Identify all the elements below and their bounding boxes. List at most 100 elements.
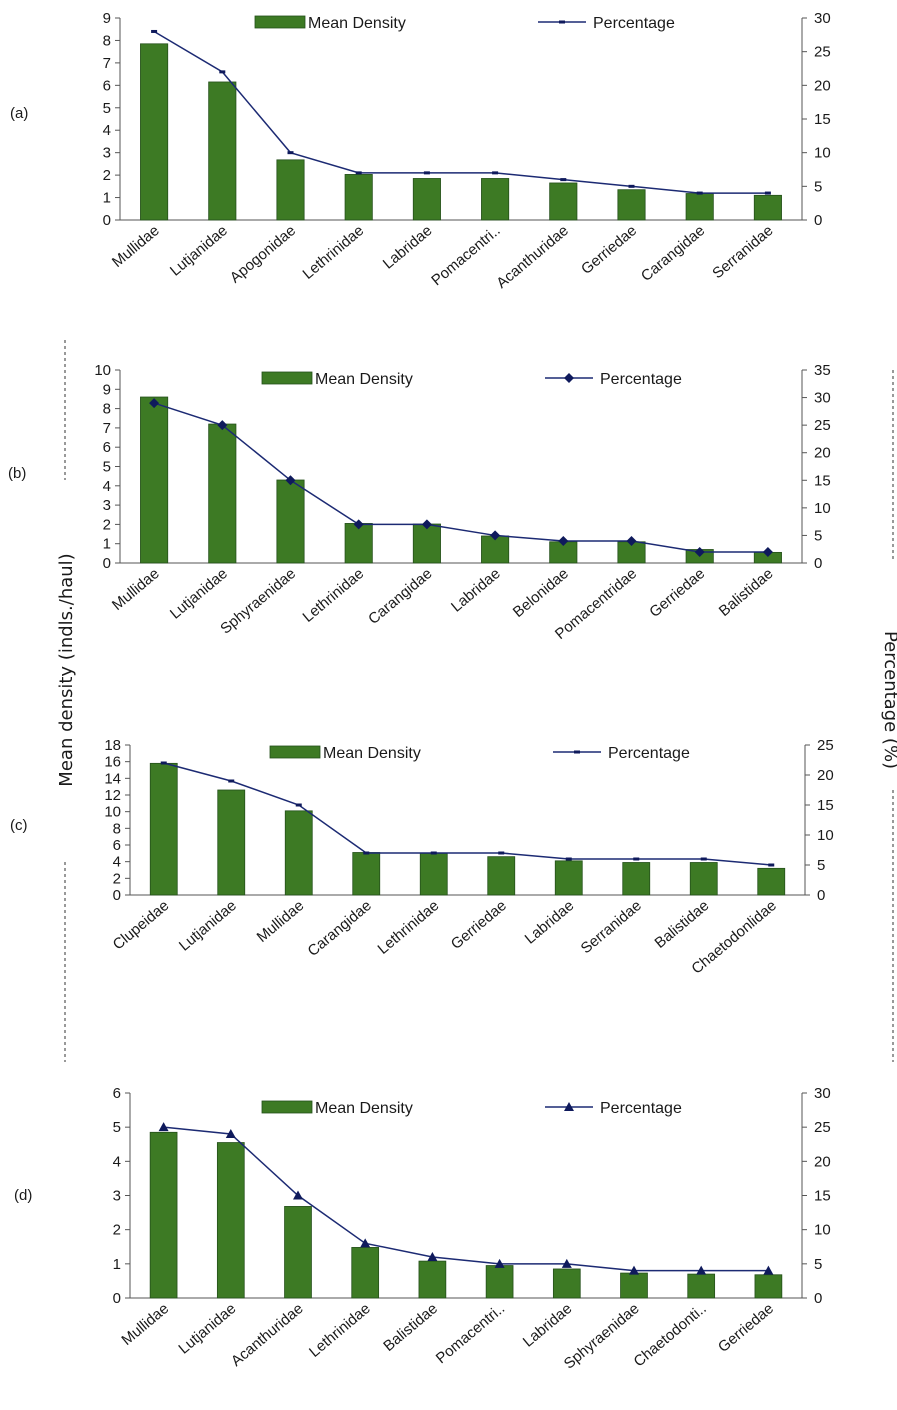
left-tick-label: 1 xyxy=(103,536,111,553)
percentage-point xyxy=(561,1258,572,1268)
percentage-point xyxy=(700,857,707,861)
left-tick-label: 4 xyxy=(103,122,111,139)
right-tick-label: 10 xyxy=(814,500,831,517)
right-tick-label: 0 xyxy=(814,212,822,229)
bar-pomacentri xyxy=(485,1265,514,1299)
bar-sphyraenidae xyxy=(276,479,305,564)
left-tick-label: 0 xyxy=(113,1290,121,1307)
category-label: Mullidae xyxy=(109,222,163,271)
left-tick-label: 7 xyxy=(103,420,111,437)
legend-bar-label: Mean Density xyxy=(315,1100,413,1117)
category-label: Carangidae xyxy=(365,565,435,628)
legend: Mean Density Percentage xyxy=(261,1100,682,1117)
percentage-point xyxy=(490,530,501,541)
bar-labridae xyxy=(554,860,583,896)
category-label: Lutjanidae xyxy=(167,222,231,280)
legend-line-marker xyxy=(564,1102,574,1111)
percentage-point xyxy=(421,519,432,530)
percentage-point xyxy=(158,1122,169,1132)
chart-panel-d: (d) 0 1 2 3 4 5 6 0 5 10 15 20 25 30 Mullidae Lutjanidae… xyxy=(14,1085,831,1373)
legend-bar-label: Mean Density xyxy=(315,371,413,388)
bar-chaetodonti xyxy=(687,1273,716,1299)
right-tick-label: 5 xyxy=(814,527,822,544)
bar-chaetodonlidae xyxy=(757,867,786,896)
bar-mullidae xyxy=(140,43,169,221)
right-tick-label: 10 xyxy=(817,827,834,844)
right-tick-label: 15 xyxy=(817,797,834,814)
percentage-point xyxy=(363,851,370,855)
right-tick-label: 30 xyxy=(814,390,831,407)
left-tick-label: 0 xyxy=(113,887,121,904)
percentage-line xyxy=(153,30,768,194)
percentage-point xyxy=(629,1265,639,1275)
category-label: Mullidae xyxy=(109,565,163,614)
category-label: Carangidae xyxy=(638,222,708,285)
bar-lutjanidae xyxy=(217,789,246,896)
left-tick-label: 5 xyxy=(103,100,111,117)
percentage-point xyxy=(430,851,437,855)
category-label: Lethrinidae xyxy=(375,897,443,958)
percentage-point xyxy=(764,191,771,195)
legend-line-label: Percentage xyxy=(600,371,682,388)
bar-carangidae xyxy=(352,852,381,896)
legend: Mean Density Percentage xyxy=(254,15,675,32)
percentage-point xyxy=(287,151,294,155)
left-tick-label: 18 xyxy=(104,737,121,754)
bar-labridae xyxy=(481,535,510,564)
left-tick-label: 2 xyxy=(113,870,121,887)
category-label: Lutjanidae xyxy=(175,1300,239,1358)
bar-balistidae xyxy=(418,1260,447,1299)
percentage-point xyxy=(626,535,637,546)
left-tick-label: 9 xyxy=(103,10,111,27)
bar-gerriedae xyxy=(487,856,516,896)
category-label: Lethrinidae xyxy=(306,1300,374,1361)
category-label: Balistidae xyxy=(716,565,777,620)
bar-mullidae xyxy=(284,810,313,896)
percentage-point xyxy=(225,1129,236,1138)
chart-panel-a: (a) 0 1 2 3 4 5 6 7 8 9 0 5 10 15 20 25 30 Mullidae Lutjani… xyxy=(10,10,831,292)
percentage-line xyxy=(163,1126,769,1272)
category-label: Serranidae xyxy=(578,897,645,957)
panel-label: (d) xyxy=(14,1187,32,1204)
category-label: Sphyraenidae xyxy=(217,565,299,638)
left-tick-label: 3 xyxy=(103,497,111,514)
category-label: Chaetodonti.. xyxy=(630,1300,709,1370)
percentage-point xyxy=(492,171,499,175)
bar-lethrinidae xyxy=(344,523,373,564)
left-tick-label: 3 xyxy=(113,1188,121,1205)
panel-label: (a) xyxy=(10,105,28,122)
category-label: Acanthuridae xyxy=(493,222,572,292)
category-label: Lutjanidae xyxy=(167,565,231,623)
left-tick-label: 5 xyxy=(113,1119,121,1136)
category-label: Serranidae xyxy=(709,222,776,282)
percentage-point xyxy=(560,178,567,182)
right-tick-label: 15 xyxy=(814,111,831,128)
percentage-line xyxy=(163,762,772,866)
left-tick-label: 3 xyxy=(103,145,111,162)
bar-lethrinidae xyxy=(419,852,448,896)
bar-lethrinidae xyxy=(344,174,373,221)
percentage-point xyxy=(494,1258,505,1268)
left-tick-label: 1 xyxy=(113,1256,121,1273)
legend-bar-swatch xyxy=(254,15,306,29)
legend-bar-swatch xyxy=(261,1100,313,1114)
left-tick-label: 5 xyxy=(103,459,111,476)
bar-labridae xyxy=(552,1268,581,1299)
percentage-point xyxy=(360,1238,371,1248)
legend-bar-swatch xyxy=(261,371,313,385)
right-tick-label: 0 xyxy=(817,887,825,904)
percentage-point xyxy=(762,546,773,557)
right-tick-label: 35 xyxy=(814,362,831,379)
left-tick-label: 6 xyxy=(113,837,121,854)
right-tick-label: 0 xyxy=(814,555,822,572)
bar-balistidae xyxy=(689,862,718,896)
bar-carangidae xyxy=(412,523,441,564)
legend-line-marker xyxy=(574,750,580,754)
percentage-point xyxy=(498,851,505,855)
percentage-point xyxy=(565,857,572,861)
bar-acanthuridae xyxy=(284,1206,312,1299)
left-tick-label: 4 xyxy=(113,854,121,871)
percentage-point xyxy=(228,779,235,783)
percentage-point xyxy=(353,519,364,530)
category-label: Lutjanidae xyxy=(176,897,240,955)
